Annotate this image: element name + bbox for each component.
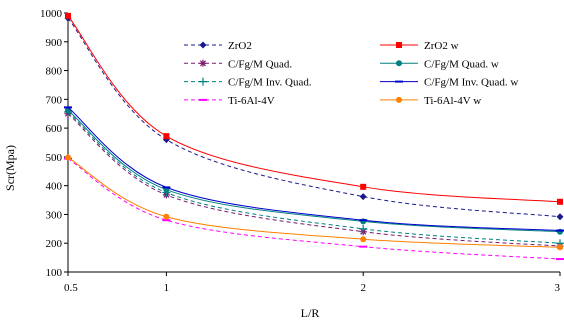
data-point	[64, 107, 72, 116]
x-axis-title: L/R	[301, 306, 320, 320]
legend: ZrO2 ZrO2 w C/Fg/M Quad. C/Fg/M Quad. w C/Fg…	[184, 40, 518, 107]
series-layer	[64, 12, 564, 261]
x-tick-label: 1	[164, 282, 170, 294]
y-tick-label: 200	[46, 238, 63, 250]
legend-label: Ti-6Al-4V	[228, 95, 275, 107]
y-tick-label: 100	[46, 267, 63, 279]
legend-item-c-fg-m-quad: C/Fg/M Quad.	[184, 58, 292, 70]
series-c-fg-m-inv-quad	[64, 107, 564, 248]
y-tick-label: 1000	[40, 8, 63, 20]
plot-area	[67, 13, 560, 273]
y-tick-label: 700	[46, 94, 63, 106]
legend-label: ZrO2 w	[424, 40, 459, 52]
series-zro2-w	[65, 12, 563, 205]
y-tick-label: 400	[46, 181, 63, 193]
y-tick-label: 600	[46, 123, 63, 135]
legend-label: Ti-6Al-4V w	[424, 95, 481, 107]
legend-label: C/Fg/M Quad. w	[424, 58, 499, 70]
legend-label: C/Fg/M Quad.	[228, 58, 292, 70]
data-point	[396, 96, 402, 103]
series-line	[67, 109, 561, 233]
data-point	[396, 60, 402, 67]
x-tick-label: 3	[555, 282, 561, 294]
legend-label: ZrO2	[228, 40, 252, 52]
y-tick-label: 300	[46, 209, 63, 221]
series-line	[67, 17, 561, 218]
data-point	[359, 193, 367, 201]
series-line	[67, 107, 561, 232]
series-line	[67, 15, 561, 203]
series-zro2	[64, 14, 564, 221]
series-c-fg-m-quad-w	[65, 107, 563, 235]
data-point	[360, 183, 367, 190]
series-line	[67, 158, 561, 260]
data-point	[396, 42, 402, 48]
data-point	[557, 198, 563, 205]
series-ti-6al-4v-w	[65, 154, 563, 251]
series-line	[67, 157, 561, 248]
legend-item-c-fg-m-quad-w: C/Fg/M Quad. w	[380, 58, 499, 70]
y-axis: 100 200 300 400 500 600 700 800 900 1000	[40, 8, 68, 279]
data-point	[65, 12, 71, 19]
data-point	[199, 59, 207, 67]
legend-item-c-fg-m-inv-quad: C/Fg/M Inv. Quad.	[184, 77, 312, 89]
series-line	[67, 111, 561, 244]
series-c-fg-m-inv-quad-w	[64, 106, 564, 232]
y-tick-label: 900	[46, 37, 63, 49]
legend-label: C/Fg/M Inv. Quad.	[228, 77, 312, 89]
x-tick-label: 2	[360, 282, 366, 294]
data-point	[199, 77, 207, 86]
legend-item-zro2-w: ZrO2 w	[380, 40, 459, 52]
data-point	[162, 188, 171, 197]
data-point	[163, 133, 170, 140]
data-point	[199, 41, 207, 49]
x-tick-label: 0.5	[64, 282, 78, 294]
series-line	[67, 113, 561, 247]
x-axis: 0.5 1 2 3	[64, 272, 561, 294]
y-tick-label: 500	[46, 152, 63, 164]
legend-item-zro2: ZrO2	[184, 40, 252, 52]
legend-item-ti-6al-4v: Ti-6Al-4V	[184, 95, 275, 107]
y-tick-label: 800	[46, 66, 63, 78]
legend-item-c-fg-m-inv-quad-w: C/Fg/M Inv. Quad. w	[380, 77, 518, 89]
legend-item-ti-6al-4v-w: Ti-6Al-4V w	[380, 95, 481, 107]
y-axis-title: Scr(Mpa)	[3, 145, 17, 191]
data-point	[556, 213, 564, 221]
data-point	[557, 244, 563, 251]
legend-label: C/Fg/M Inv. Quad. w	[424, 77, 518, 89]
data-point	[359, 224, 368, 233]
data-point	[360, 236, 367, 243]
data-point	[163, 213, 170, 220]
data-point	[65, 154, 71, 161]
